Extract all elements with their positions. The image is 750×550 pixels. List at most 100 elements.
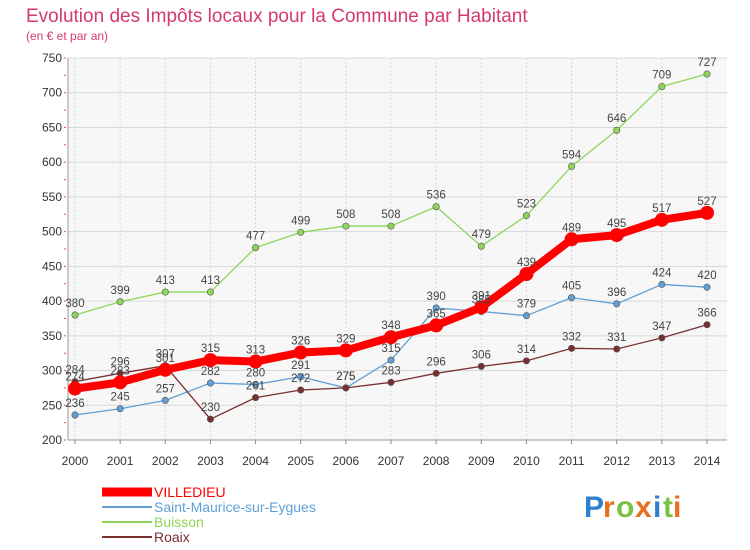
logo-letter: t [663,491,673,524]
data-label: 727 [697,57,716,69]
data-label: 489 [562,222,581,234]
data-label: 284 [65,365,85,377]
legend-label: Roaix [154,529,190,545]
y-tick-label: 450 [42,259,62,273]
data-point [387,378,395,386]
legend-label: Buisson [154,514,204,530]
data-label: 439 [517,257,536,269]
y-tick-label: 400 [42,294,62,308]
data-point [613,345,621,353]
data-label: 508 [336,209,355,221]
y-tick-label: 250 [42,398,62,412]
logo-letter: o [616,491,634,524]
data-label: 282 [201,366,220,378]
logo-letter: r [603,491,615,524]
chart-subtitle: (en € et par an) [26,29,108,43]
data-point [429,318,444,333]
data-label: 347 [652,321,671,333]
x-tick-label: 2002 [152,454,179,468]
data-label: 709 [652,69,671,81]
data-label: 348 [381,320,400,332]
data-label: 527 [697,196,716,208]
data-point [568,294,576,302]
y-tick-label: 550 [42,190,62,204]
data-point [252,380,260,388]
x-tick-label: 2010 [513,454,540,468]
x-tick-label: 2013 [649,454,676,468]
x-tick-label: 2012 [603,454,630,468]
data-point [206,379,214,387]
data-label: 366 [697,308,716,320]
y-tick-label: 700 [42,86,62,100]
data-label: 315 [381,343,400,355]
data-point [477,242,485,250]
data-label: 399 [111,285,130,297]
data-label: 314 [517,344,537,356]
data-point [387,356,395,364]
data-point [158,362,173,377]
data-label: 479 [472,229,491,241]
data-point [700,205,714,220]
data-point [68,381,82,396]
data-label: 385 [472,295,491,307]
x-tick-label: 2004 [242,454,269,468]
data-label: 523 [517,199,536,211]
data-point [387,222,395,230]
data-point [297,228,305,236]
x-tick-label: 2000 [62,454,89,468]
data-point [522,357,530,365]
chart-title: Evolution des Impôts locaux pour la Comm… [26,6,528,27]
data-point [252,244,260,252]
x-tick-label: 2006 [333,454,360,468]
data-point [252,394,260,402]
data-point [609,228,624,243]
legend-label: Saint-Maurice-sur-Eygues [154,499,316,515]
data-label: 396 [607,287,626,299]
data-point [658,82,666,90]
x-tick-label: 2003 [197,454,224,468]
data-label: 420 [697,270,716,282]
legend-label: VILLEDIEU [154,484,226,500]
data-label: 499 [291,215,310,227]
data-label: 517 [652,203,671,215]
grid [68,57,727,441]
data-point [116,298,124,306]
data-point [161,396,169,404]
data-point [474,300,489,315]
data-label: 380 [65,298,84,310]
data-point [342,384,350,392]
y-tick-label: 500 [42,225,62,239]
data-label: 307 [156,349,175,361]
x-tick-label: 2001 [107,454,134,468]
data-label: 508 [381,209,400,221]
data-point [297,373,305,381]
data-point [113,375,128,390]
data-point [203,353,218,368]
logo-letter: i [673,491,681,524]
series-lines [68,70,714,423]
y-tick-label: 650 [42,120,62,134]
data-point [297,386,305,394]
data-label: 329 [336,333,355,345]
x-tick-label: 2008 [423,454,450,468]
x-tick-label: 2014 [694,454,721,468]
data-label: 536 [427,190,446,202]
data-label: 283 [381,365,400,377]
data-label: 332 [562,331,581,343]
data-point [522,212,530,220]
y-tick-label: 350 [42,329,62,343]
data-point [432,369,440,377]
data-point [432,203,440,211]
data-label: 495 [607,218,626,230]
data-label: 594 [562,149,582,161]
data-point [161,288,169,296]
plot-area [68,58,727,440]
data-point [384,330,398,345]
data-point [519,267,534,282]
data-point [568,162,576,170]
data-point [248,354,263,369]
data-point [703,321,711,329]
data-label: 291 [291,360,310,372]
data-label: 313 [246,345,265,357]
data-label: 365 [427,308,446,320]
